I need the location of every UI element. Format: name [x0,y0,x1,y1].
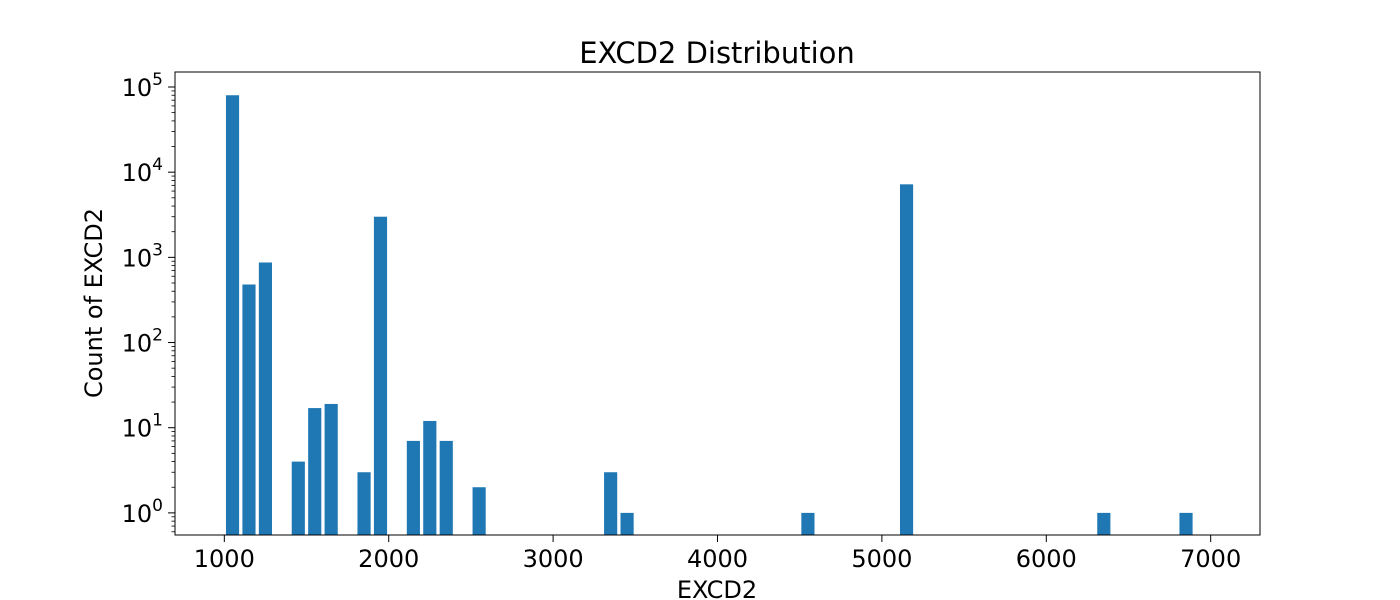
y-axis-label: Count of EXCD2 [80,208,108,398]
bar-11 [472,487,486,535]
y-tick-label-3: 103 [122,240,163,272]
bar-4 [308,408,322,535]
bar-7 [373,216,388,535]
y-tick-label-1: 101 [122,411,163,443]
bar-12 [604,472,618,535]
bar-16 [1097,512,1111,535]
y-tick-label-2: 102 [122,326,163,358]
x-tick-label-2: 3000 [523,545,584,573]
y-minor-ticks [171,90,175,533]
bar-3 [291,461,305,535]
bar-0 [225,95,240,535]
bar-14 [801,512,815,535]
bar-10 [439,440,453,535]
chart-title: EXCD2 Distribution [579,36,855,70]
y-tick-label-4: 104 [122,155,163,187]
x-axis: 1000 2000 3000 4000 5000 6000 7000 [194,535,1241,573]
x-axis-label: EXCD2 [677,576,757,600]
y-tick-label-5: 105 [122,70,163,102]
x-tick-label-5: 6000 [1016,545,1077,573]
bars-group [225,95,1193,535]
y-axis: 100 101 102 103 104 105 [122,70,175,528]
bar-6 [357,472,371,535]
x-tick-label-0: 1000 [194,545,255,573]
x-tick-label-4: 5000 [851,545,912,573]
x-tick-label-1: 2000 [358,545,419,573]
x-tick-label-3: 4000 [687,545,748,573]
plot-frame [174,71,1261,536]
bar-2 [258,262,272,535]
y-tick-label-0: 100 [122,496,163,528]
bar-9 [423,420,437,535]
bar-5 [324,403,338,535]
bar-15 [899,184,914,535]
bar-8 [406,440,420,535]
bar-17 [1179,512,1193,535]
x-tick-label-6: 7000 [1180,545,1241,573]
bar-13 [620,512,634,535]
bar-1 [242,284,256,535]
